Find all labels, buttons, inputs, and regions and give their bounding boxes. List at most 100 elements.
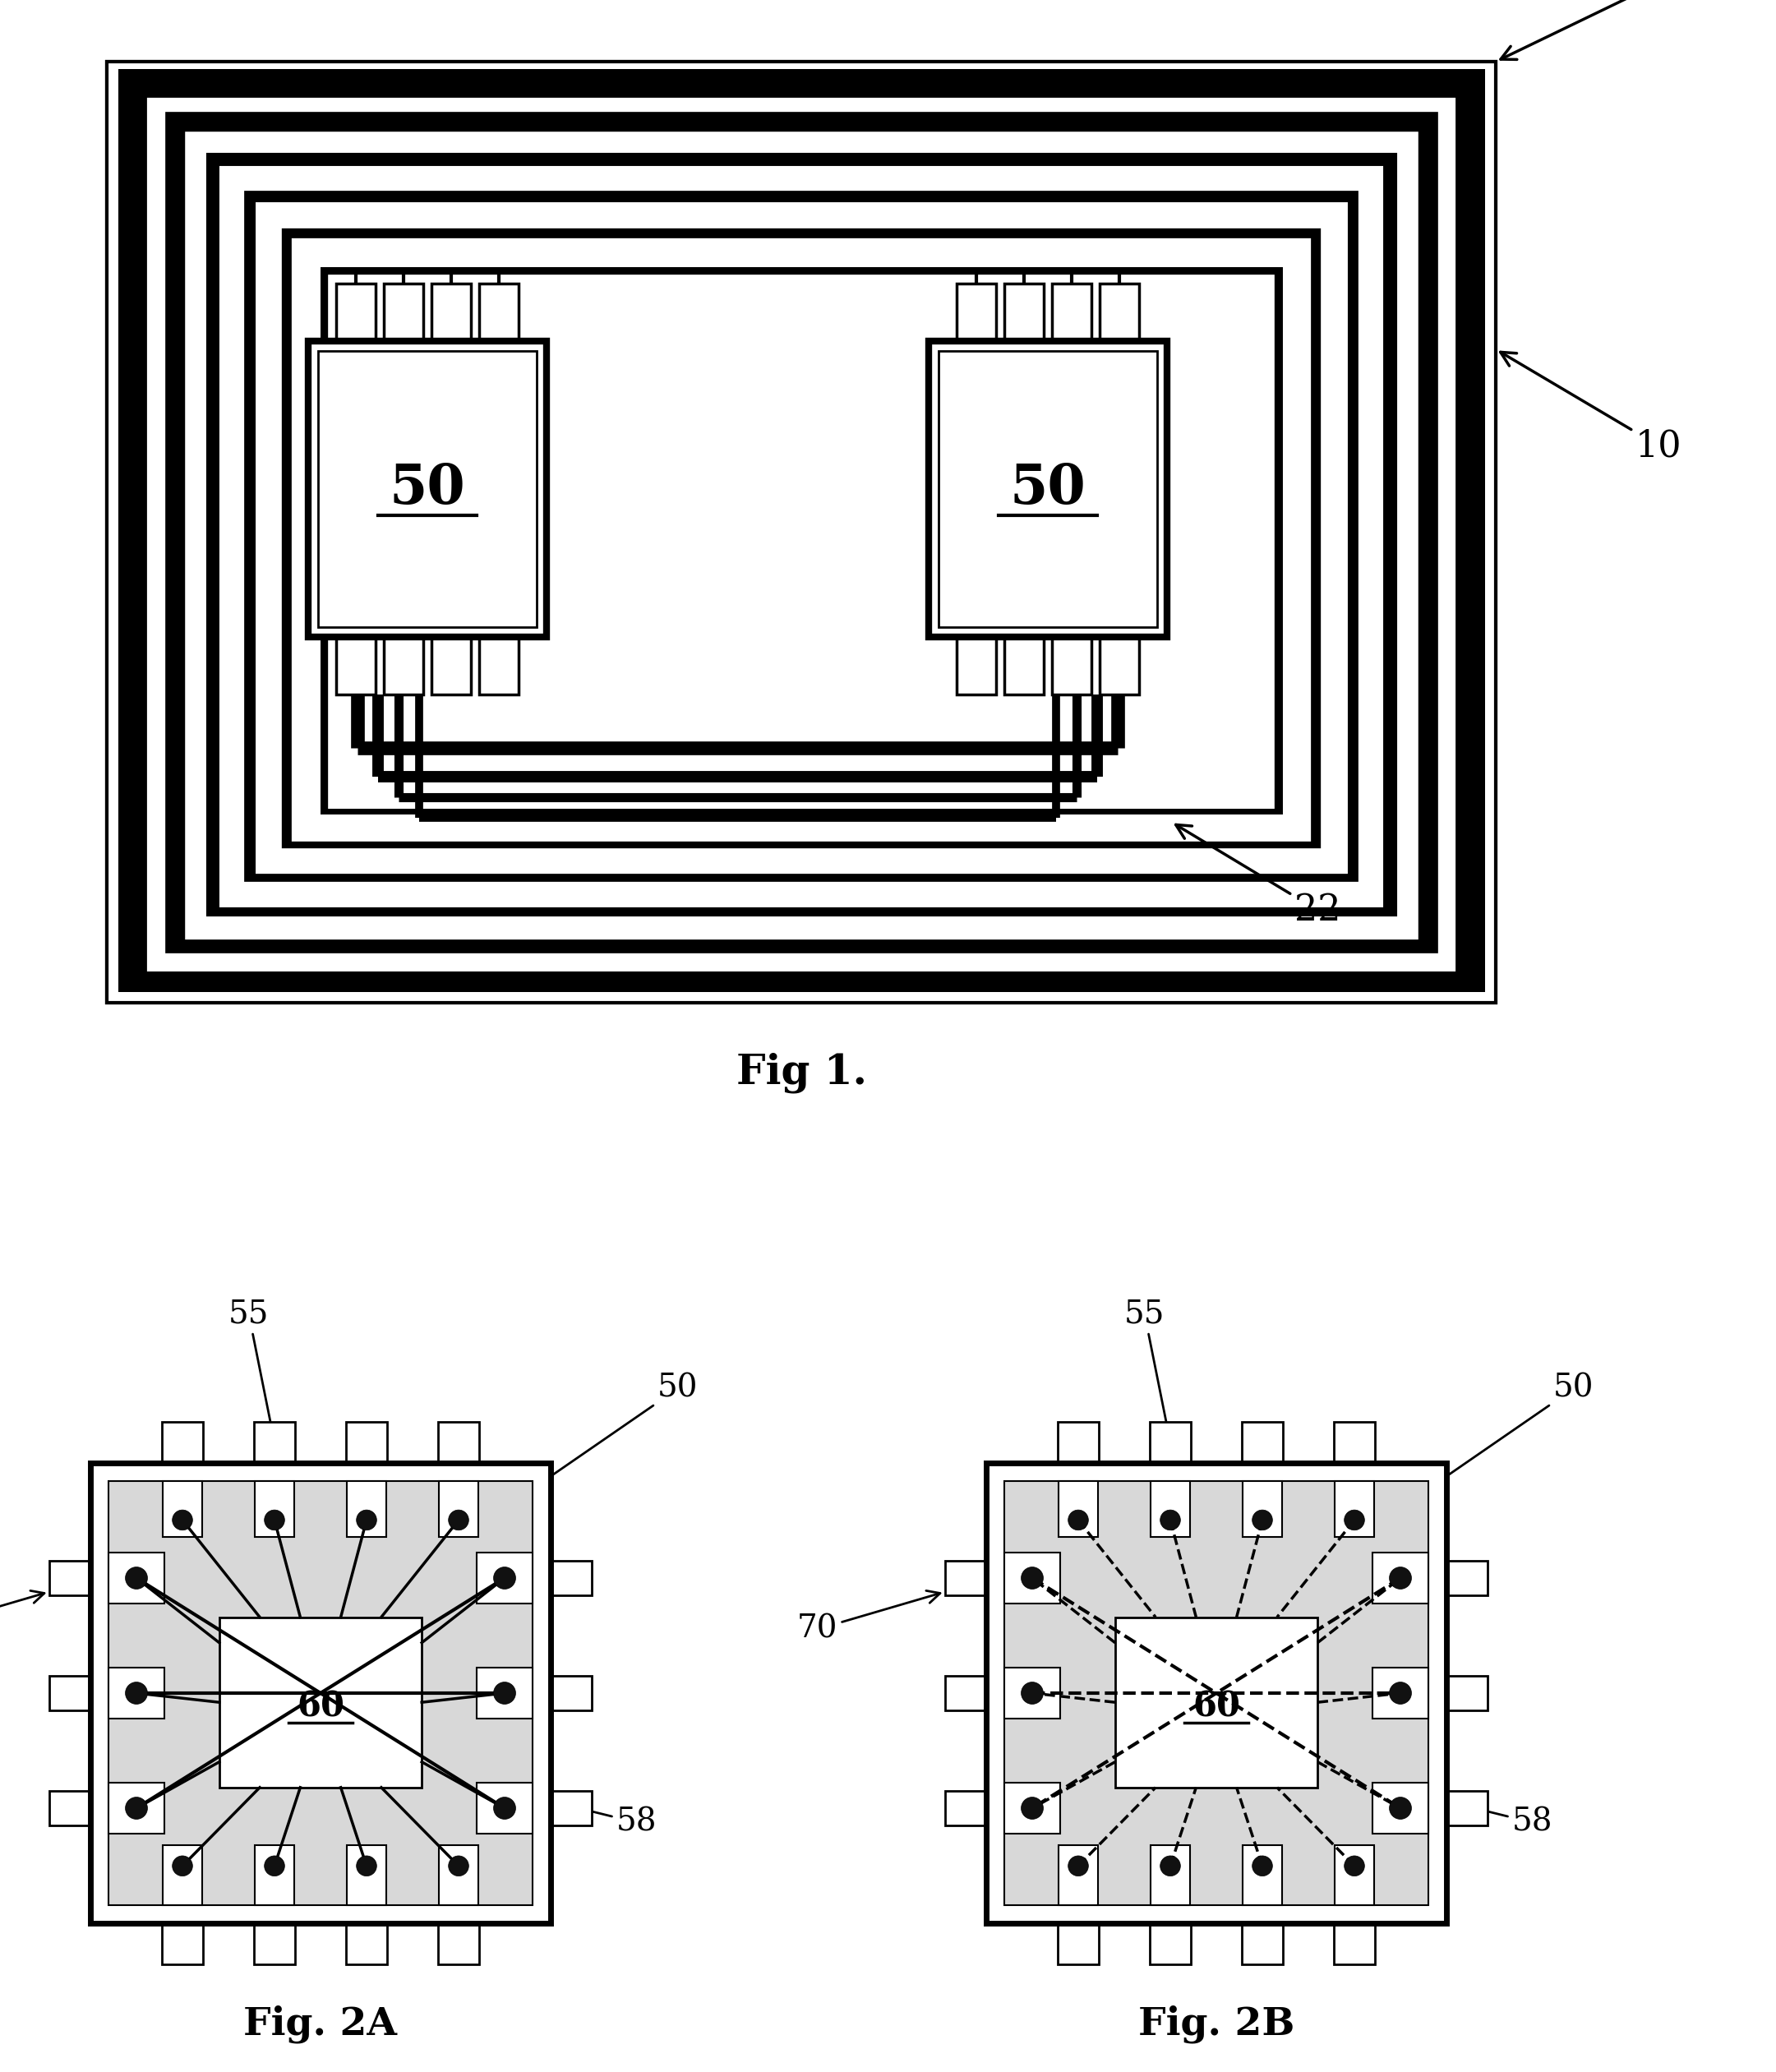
Circle shape (1067, 1857, 1089, 1875)
Bar (1446, 1560, 1488, 1595)
Bar (478, 1668, 533, 1718)
Text: 60: 60 (1192, 1689, 1240, 1724)
Bar (256, 1481, 295, 1537)
Bar (108, 1668, 163, 1718)
Circle shape (1389, 1796, 1412, 1819)
Bar (551, 1560, 591, 1595)
Text: Fig. 2B: Fig. 2B (1138, 2006, 1295, 2043)
Bar (432, 284, 471, 342)
Bar (1151, 1844, 1190, 1904)
Bar (108, 1552, 163, 1604)
Bar (318, 350, 536, 628)
Text: 50: 50 (1011, 462, 1085, 516)
Text: 22: 22 (1176, 825, 1341, 928)
Text: 60: 60 (1051, 1714, 1213, 1848)
Bar (551, 1790, 591, 1825)
Bar (254, 1421, 295, 1463)
Bar (50, 1790, 91, 1825)
Bar (163, 1844, 202, 1904)
Circle shape (494, 1682, 515, 1703)
Bar (1151, 1481, 1190, 1537)
Bar (1057, 1421, 1099, 1463)
Bar (957, 636, 996, 694)
Bar (478, 1782, 533, 1834)
Text: Fig 1.: Fig 1. (735, 1053, 867, 1092)
Bar (551, 1676, 591, 1709)
Bar (107, 62, 1495, 1003)
Bar (254, 1923, 295, 1964)
Bar (1334, 1923, 1375, 1964)
Circle shape (1252, 1510, 1272, 1531)
Bar (91, 1463, 551, 1923)
Bar (336, 636, 375, 694)
Bar (323, 269, 1279, 812)
Circle shape (1344, 1857, 1364, 1875)
Bar (162, 1923, 202, 1964)
Bar (1005, 1668, 1060, 1718)
Bar (218, 1616, 421, 1788)
Bar (1003, 636, 1044, 694)
Text: 58: 58 (1424, 1792, 1552, 1838)
Text: 50: 50 (538, 1374, 698, 1486)
Bar (336, 284, 375, 342)
Text: 55: 55 (229, 1299, 277, 1438)
Bar (1373, 1552, 1428, 1604)
Bar (50, 1560, 91, 1595)
Bar (128, 79, 1474, 982)
Text: Fig. 2A: Fig. 2A (243, 2006, 398, 2043)
Bar (1115, 1616, 1318, 1788)
Circle shape (1160, 1857, 1181, 1875)
Bar (1005, 1782, 1060, 1834)
Circle shape (1067, 1510, 1089, 1531)
Bar (346, 1923, 387, 1964)
Bar (1057, 1923, 1099, 1964)
Bar (1336, 1481, 1375, 1537)
Bar (945, 1560, 986, 1595)
Circle shape (1389, 1566, 1412, 1589)
Circle shape (126, 1682, 147, 1703)
Bar (172, 118, 1431, 947)
Text: 70: 70 (797, 1591, 940, 1645)
Bar (384, 636, 423, 694)
Bar (50, 1676, 91, 1709)
Bar (346, 1481, 385, 1537)
Bar (439, 1481, 478, 1537)
Circle shape (1021, 1566, 1043, 1589)
Circle shape (1252, 1857, 1272, 1875)
Bar (163, 1481, 202, 1537)
Bar (1149, 1421, 1192, 1463)
Bar (1058, 1481, 1098, 1537)
Circle shape (172, 1857, 192, 1875)
Bar (286, 232, 1318, 845)
Circle shape (172, 1510, 192, 1531)
Bar (439, 1844, 478, 1904)
Bar (108, 1782, 163, 1834)
Bar (1051, 284, 1092, 342)
Bar (1051, 636, 1092, 694)
Circle shape (1160, 1510, 1181, 1531)
Bar (1003, 284, 1044, 342)
Bar (1446, 1790, 1488, 1825)
Bar (1005, 1552, 1060, 1604)
Bar (346, 1844, 385, 1904)
Bar (1005, 1481, 1428, 1904)
Bar (1243, 1844, 1282, 1904)
Circle shape (449, 1510, 469, 1531)
Bar (1099, 636, 1138, 694)
Circle shape (449, 1857, 469, 1875)
Circle shape (126, 1796, 147, 1819)
Bar (346, 1421, 387, 1463)
Bar (1336, 1844, 1375, 1904)
Bar (986, 1463, 1446, 1923)
Text: 50: 50 (1433, 1374, 1595, 1486)
Circle shape (265, 1857, 284, 1875)
Text: 50: 50 (389, 462, 465, 516)
Bar (945, 1676, 986, 1709)
Bar (1149, 1923, 1192, 1964)
Circle shape (126, 1566, 147, 1589)
Circle shape (1389, 1682, 1412, 1703)
Bar (480, 284, 519, 342)
Bar (1243, 1481, 1282, 1537)
Bar (439, 1421, 480, 1463)
Text: 58: 58 (527, 1792, 657, 1838)
